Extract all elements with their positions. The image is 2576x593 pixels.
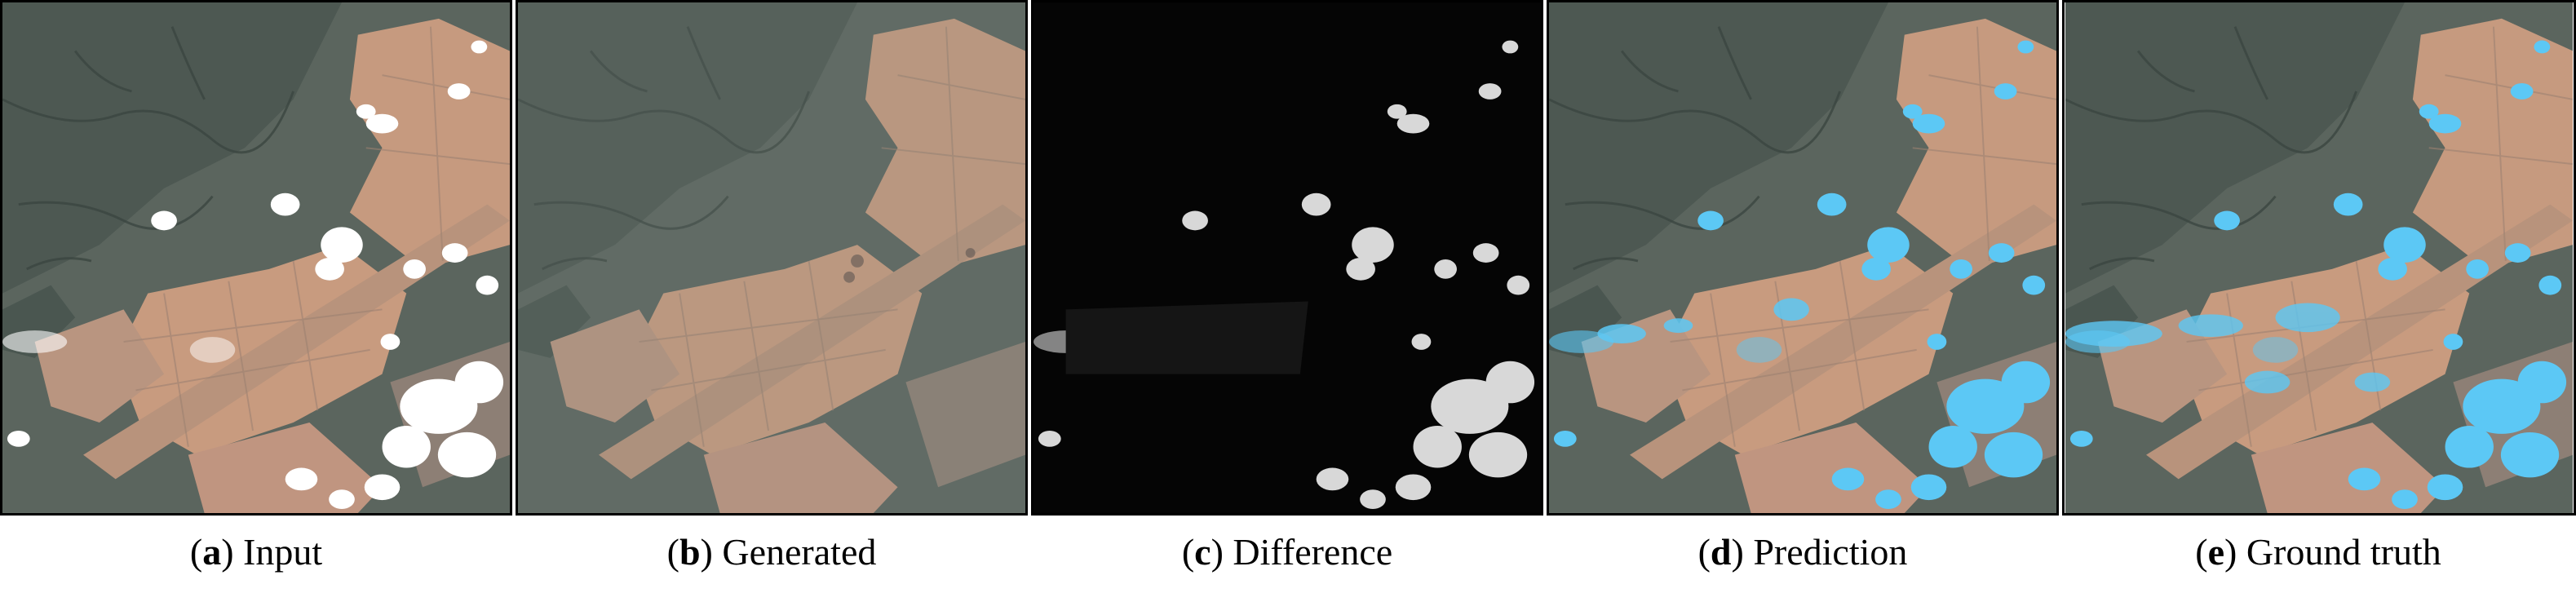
generated-satellite-image	[518, 2, 1025, 513]
ground-truth-image-panel	[2062, 0, 2576, 516]
difference-image-panel	[1031, 0, 1543, 516]
input-satellite-image	[2, 2, 510, 513]
caption-b: (b) Generated	[666, 531, 877, 573]
prediction-image-panel	[1547, 0, 2059, 516]
difference-image	[1033, 2, 1541, 513]
caption-e: (e) Ground truth	[2195, 531, 2441, 573]
figure-strip	[0, 0, 2576, 516]
caption-c: (c) Difference	[1181, 531, 1393, 573]
input-image-panel	[0, 0, 512, 516]
generated-image-panel	[516, 0, 1028, 516]
prediction-mask-image	[1549, 2, 2056, 513]
caption-d: (d) Prediction	[1697, 531, 1908, 573]
ground-truth-mask-image	[2065, 2, 2574, 513]
caption-a: (a) Input	[189, 531, 323, 573]
